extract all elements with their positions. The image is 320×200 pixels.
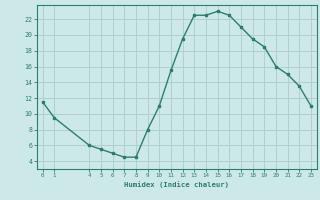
X-axis label: Humidex (Indice chaleur): Humidex (Indice chaleur)	[124, 181, 229, 188]
